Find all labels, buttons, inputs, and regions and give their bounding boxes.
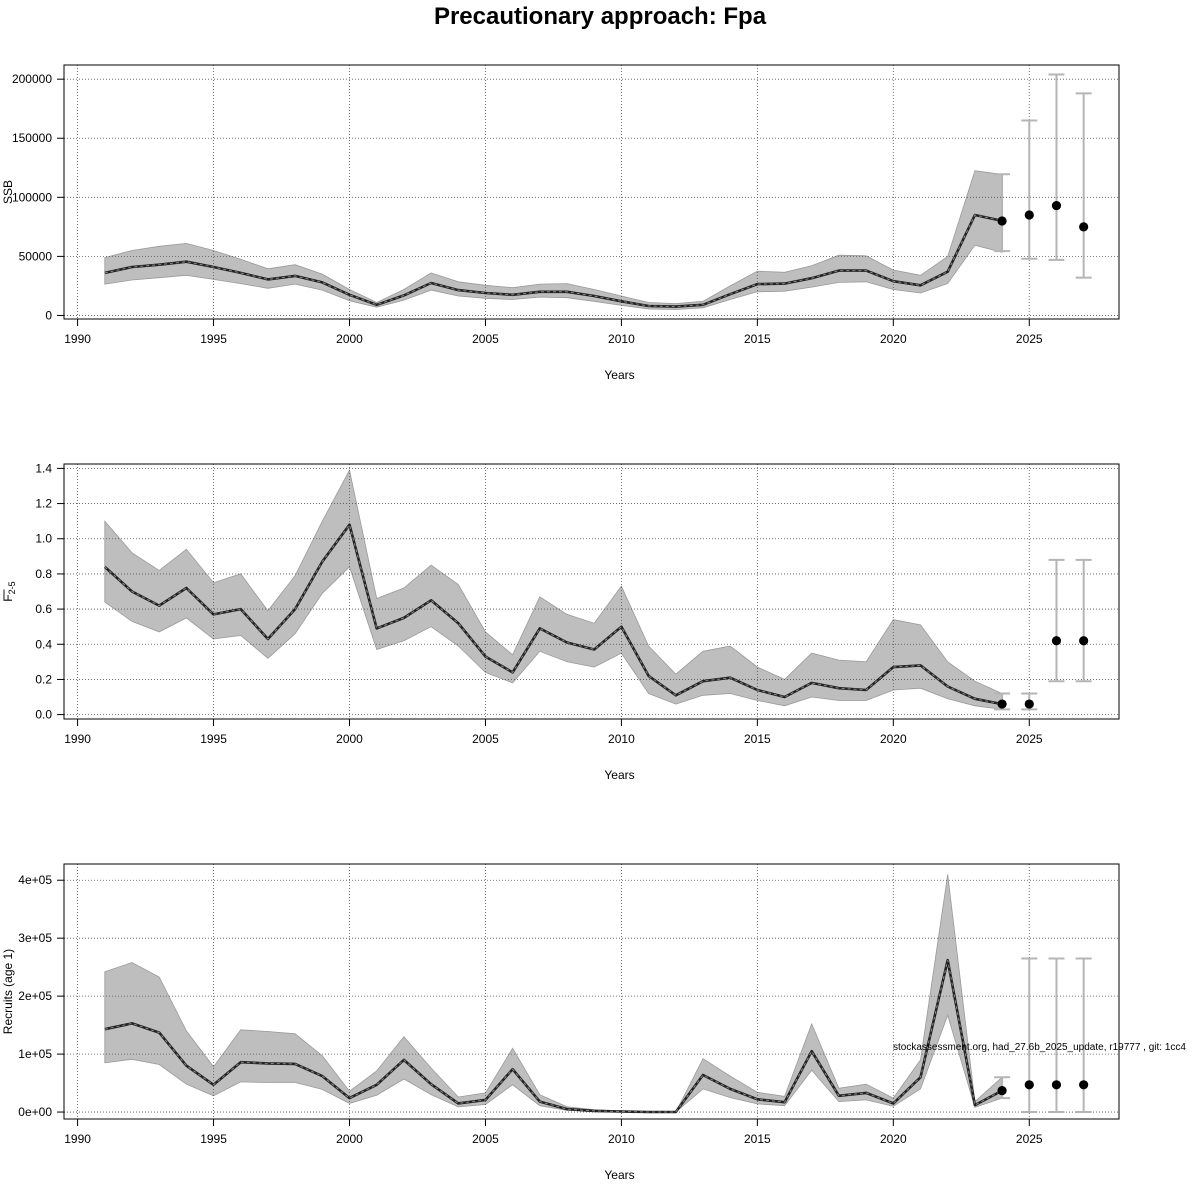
ssb-forecast-point <box>1079 222 1089 232</box>
x-tick-label: 2010 <box>608 332 635 346</box>
recruits-plot-frame <box>63 863 1120 1120</box>
recruits-panel: 1990 1995 2000 2005 2010 2015 2020 2025 0e+00 1e+… <box>1 863 1120 1182</box>
y-tick-label: 0e+00 <box>18 1105 52 1119</box>
fbar-forecast-point <box>1024 699 1034 709</box>
recruits-x-axis-label: Years <box>604 1168 634 1182</box>
fbar-forecast-point <box>997 699 1007 709</box>
y-tick-label: 1.2 <box>35 497 52 511</box>
y-tick-label: 0.8 <box>35 567 52 581</box>
x-tick-label: 1995 <box>200 732 227 746</box>
y-tick-label: 0.0 <box>35 708 52 722</box>
recruits-forecast-point <box>1024 1080 1034 1090</box>
ssb-estimate-dashed <box>104 214 1003 308</box>
fbar-panel: 1990 1995 2000 2005 2010 2015 2020 2025 0.0 0.2 0.… <box>1 461 1120 782</box>
x-tick-label: 1990 <box>64 732 91 746</box>
x-tick-label: 2000 <box>336 732 363 746</box>
y-tick-label: 0.4 <box>35 637 52 651</box>
y-tick-label: 1.4 <box>35 461 52 475</box>
x-tick-label: 2005 <box>472 732 499 746</box>
x-tick-label: 2025 <box>1016 332 1043 346</box>
ssb-forecast-point <box>1024 210 1034 220</box>
watermark-text: stockassessment.org, had_27.6b_2025_upda… <box>893 1042 1186 1053</box>
figure-title: Precautionary approach: Fpa <box>434 3 767 30</box>
fbar-x-axis-label: Years <box>604 768 634 782</box>
y-tick-label: 150000 <box>12 131 52 145</box>
fbar-y-axis-label: F2-5 <box>1 581 17 601</box>
y-tick-label: 0 <box>45 308 52 322</box>
x-tick-label: 1990 <box>64 332 91 346</box>
fbar-y-axis-label-subscript: 2-5 <box>7 581 17 594</box>
x-tick-label: 2025 <box>1016 732 1043 746</box>
y-tick-label: 0.2 <box>35 672 52 686</box>
recruits-confidence-band <box>104 874 1003 1113</box>
ssb-confidence-band <box>104 170 1003 310</box>
y-tick-label: 3e+05 <box>18 931 52 945</box>
recruits-forecast-point <box>997 1086 1007 1096</box>
x-tick-label: 1990 <box>64 1132 91 1146</box>
fbar-confidence-band <box>104 469 1003 710</box>
y-tick-label: 2e+05 <box>18 989 52 1003</box>
x-tick-label: 2010 <box>608 1132 635 1146</box>
x-tick-label: 2010 <box>608 732 635 746</box>
x-tick-label: 2020 <box>880 1132 907 1146</box>
recruits-y-axis-label: Recruits (age 1) <box>1 949 15 1034</box>
ssb-plot-frame <box>63 64 1120 320</box>
x-tick-label: 2005 <box>472 332 499 346</box>
x-tick-label: 2005 <box>472 1132 499 1146</box>
x-tick-label: 2020 <box>880 332 907 346</box>
x-tick-label: 2015 <box>744 1132 771 1146</box>
y-tick-label: 1e+05 <box>18 1047 52 1061</box>
x-tick-label: 2015 <box>744 732 771 746</box>
fbar-plot-frame <box>63 463 1120 720</box>
ssb-x-axis-label: Years <box>604 368 634 382</box>
x-tick-label: 2000 <box>336 332 363 346</box>
recruits-forecast-point <box>1051 1080 1062 1090</box>
fbar-estimate-dashed <box>104 523 1003 705</box>
ssb-panel: 1990 1995 2000 2005 2010 2015 2020 2025 0 50000 10… <box>1 64 1120 382</box>
x-tick-label: 2015 <box>744 332 771 346</box>
y-tick-label: 200000 <box>12 72 52 86</box>
ssb-forecast-point <box>1051 200 1062 211</box>
ssb-forecast-point <box>997 216 1007 226</box>
ssb-y-axis-label: SSB <box>1 180 15 204</box>
x-tick-label: 2000 <box>336 1132 363 1146</box>
y-tick-label: 1.0 <box>35 532 52 546</box>
x-tick-label: 2025 <box>1016 1132 1043 1146</box>
fbar-forecast-point <box>1051 636 1062 646</box>
x-tick-label: 1995 <box>200 332 227 346</box>
fbar-forecast-point <box>1079 636 1089 646</box>
y-tick-label: 50000 <box>19 249 53 263</box>
y-tick-label: 100000 <box>12 190 52 204</box>
recruits-estimate-dashed <box>104 960 1003 1113</box>
y-tick-label: 4e+05 <box>18 873 52 887</box>
recruits-forecast-point <box>1079 1080 1089 1090</box>
x-tick-label: 1995 <box>200 1132 227 1146</box>
y-tick-label: 0.6 <box>35 602 52 616</box>
x-tick-label: 2020 <box>880 732 907 746</box>
